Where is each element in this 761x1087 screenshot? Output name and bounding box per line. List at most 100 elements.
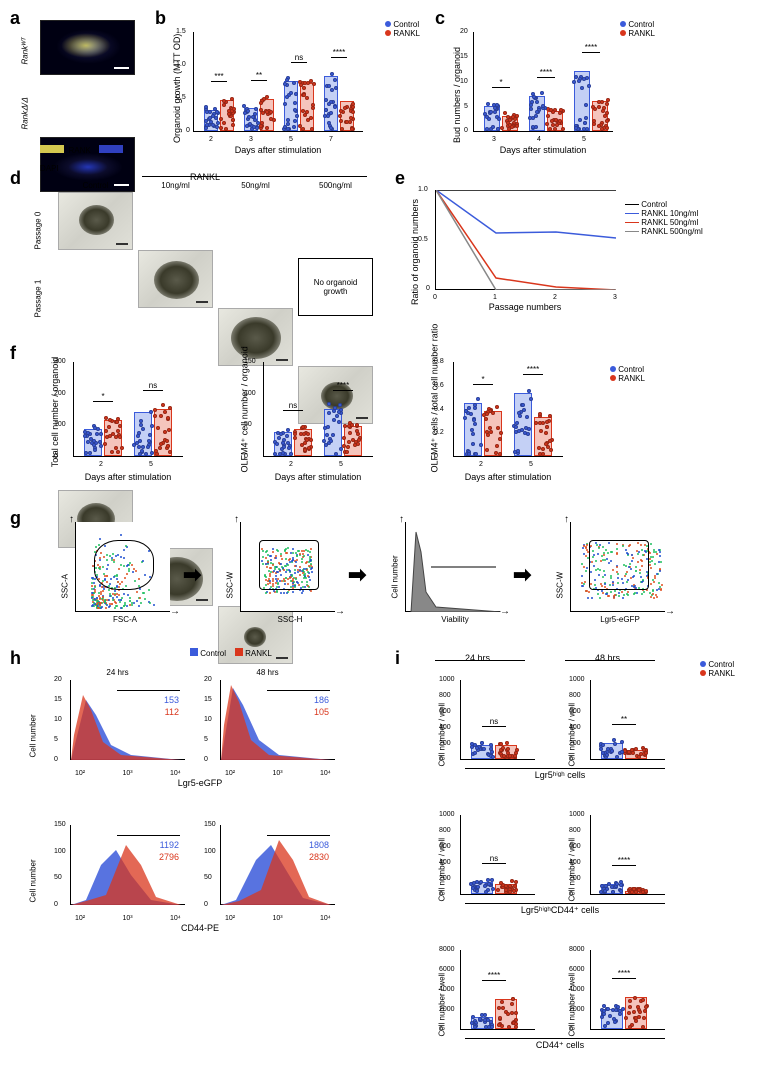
dapi-color bbox=[99, 145, 123, 153]
flow-plot-3: SSC-WLgr5-eGFP↑→ bbox=[550, 522, 690, 630]
ytick: 8000 bbox=[439, 946, 455, 953]
dot bbox=[251, 115, 255, 119]
sig-line bbox=[612, 865, 636, 866]
dot bbox=[633, 996, 637, 1000]
sig-label: *** bbox=[204, 72, 234, 81]
time-label: 24 hrs bbox=[50, 668, 185, 677]
line-svg bbox=[436, 190, 616, 290]
dot bbox=[610, 885, 614, 889]
dot bbox=[272, 118, 276, 122]
dot bbox=[545, 420, 549, 424]
ytick: 15 bbox=[54, 696, 62, 703]
dot bbox=[520, 428, 524, 432]
ytick: 0 bbox=[569, 1026, 573, 1033]
flow-dot bbox=[119, 601, 121, 603]
dot bbox=[544, 442, 548, 446]
xlabel: Days after stimulation bbox=[73, 472, 183, 482]
flow-dot bbox=[599, 597, 601, 599]
panel-g: g SSC-AFSC-A↑→➡SSC-WSSC-H↑→➡Cell numberV… bbox=[10, 510, 700, 635]
ylabel: Cell number / well bbox=[438, 677, 447, 767]
panel-d: d RANKL Passage 0 Passage 1 Control 10ng… bbox=[10, 170, 380, 330]
flow-dot bbox=[656, 589, 658, 591]
ytick: 10 bbox=[54, 716, 62, 723]
dot bbox=[529, 397, 533, 401]
dot bbox=[161, 403, 165, 407]
flow-dot bbox=[650, 596, 652, 598]
xtick: 10³ bbox=[123, 770, 133, 777]
sig-label: * bbox=[84, 392, 122, 401]
flow-dot bbox=[99, 597, 101, 599]
dot bbox=[643, 1009, 647, 1013]
dot bbox=[605, 753, 609, 757]
flow-dot bbox=[583, 566, 585, 568]
sig-label: **** bbox=[514, 365, 552, 374]
flow-dot bbox=[99, 585, 101, 587]
flow-dot bbox=[91, 577, 93, 579]
xlabel: SSC-H bbox=[250, 615, 330, 624]
dot bbox=[490, 1025, 494, 1029]
hist: 18082830 bbox=[220, 825, 335, 905]
legend-item: RANKL 500ng/ml bbox=[641, 227, 703, 236]
dot bbox=[222, 121, 226, 125]
col-500: 500ng/ml bbox=[298, 181, 373, 190]
sig-label: **** bbox=[529, 68, 563, 77]
panel-e: e Ratio of organoid numbers 1.0 0.5 0 0 … bbox=[395, 170, 745, 330]
flow-dot bbox=[587, 597, 589, 599]
xlabel: Lgr5ʰⁱᵍʰCD44⁺ cells bbox=[435, 905, 685, 916]
dot bbox=[479, 880, 483, 884]
dot bbox=[615, 755, 619, 759]
dot bbox=[535, 110, 539, 114]
ytick: 0 bbox=[439, 756, 443, 763]
ytick: 0 bbox=[244, 453, 248, 460]
flow-dot bbox=[618, 595, 620, 597]
dot bbox=[248, 122, 252, 126]
dot bbox=[473, 406, 477, 410]
legend-rankl: RANKL bbox=[618, 374, 645, 383]
xtick: 10² bbox=[225, 770, 235, 777]
flow-dot bbox=[142, 592, 144, 594]
ylabel: Cell number bbox=[391, 539, 400, 599]
time-line bbox=[435, 660, 525, 661]
dot bbox=[275, 442, 279, 446]
xtick: 10² bbox=[75, 915, 85, 922]
panel-a-label: a bbox=[10, 8, 20, 29]
xtick: 10⁴ bbox=[320, 770, 331, 777]
dot bbox=[334, 86, 338, 90]
ytick: 400 bbox=[569, 859, 581, 866]
dot bbox=[549, 108, 553, 112]
dot bbox=[502, 754, 506, 758]
flow-dot bbox=[581, 575, 583, 577]
xlabel: CD44-PE bbox=[70, 923, 330, 933]
ytick: 800 bbox=[569, 692, 581, 699]
chart: 02004006008001000**** bbox=[590, 815, 665, 895]
dot bbox=[286, 428, 290, 432]
dot bbox=[491, 125, 495, 129]
dot bbox=[277, 436, 281, 440]
dot bbox=[605, 119, 609, 123]
flow-dot bbox=[138, 605, 140, 607]
dot bbox=[120, 446, 124, 450]
dot bbox=[489, 110, 493, 114]
sig-label: ns bbox=[471, 854, 517, 863]
legend-rankl: RANKL bbox=[628, 29, 655, 38]
dot bbox=[486, 1018, 490, 1022]
panel-f-legend: Control RANKL bbox=[610, 365, 645, 383]
chart: 02000400060008000**** bbox=[460, 950, 535, 1030]
flow-dot bbox=[652, 593, 654, 595]
dot bbox=[349, 116, 353, 120]
dot bbox=[105, 435, 109, 439]
flow-area bbox=[405, 522, 500, 612]
dot bbox=[600, 127, 604, 131]
ytick: 0.6 bbox=[434, 382, 444, 389]
ytick: 600 bbox=[439, 843, 451, 850]
legend-item: RANKL 10ng/ml bbox=[641, 209, 698, 218]
flow-dot bbox=[99, 538, 101, 540]
dot bbox=[324, 108, 328, 112]
panel-f: f Total cell number / organoid0100200300… bbox=[10, 345, 750, 495]
panel-c-legend: Control RANKL bbox=[620, 20, 655, 38]
x-arrow: → bbox=[335, 606, 345, 617]
flow-dot bbox=[109, 595, 111, 597]
flow-dot bbox=[131, 604, 133, 606]
sig-line bbox=[211, 81, 227, 82]
dot bbox=[286, 127, 290, 131]
